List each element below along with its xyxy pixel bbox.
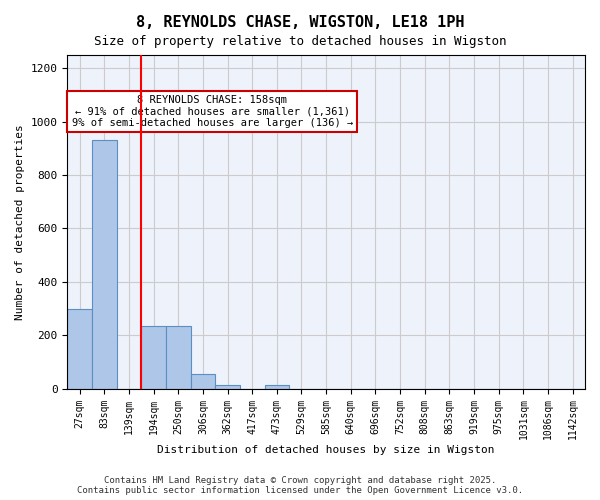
Bar	[166, 326, 191, 388]
Text: 8, REYNOLDS CHASE, WIGSTON, LE18 1PH: 8, REYNOLDS CHASE, WIGSTON, LE18 1PH	[136, 15, 464, 30]
Bar	[67, 308, 92, 388]
Y-axis label: Number of detached properties: Number of detached properties	[15, 124, 25, 320]
Bar	[215, 386, 240, 388]
X-axis label: Distribution of detached houses by size in Wigston: Distribution of detached houses by size …	[157, 445, 495, 455]
Bar	[191, 374, 215, 388]
Text: 8 REYNOLDS CHASE: 158sqm
← 91% of detached houses are smaller (1,361)
9% of semi: 8 REYNOLDS CHASE: 158sqm ← 91% of detach…	[71, 95, 353, 128]
Bar	[141, 326, 166, 388]
Bar	[265, 386, 289, 388]
Text: Size of property relative to detached houses in Wigston: Size of property relative to detached ho…	[94, 35, 506, 48]
Text: Contains HM Land Registry data © Crown copyright and database right 2025.
Contai: Contains HM Land Registry data © Crown c…	[77, 476, 523, 495]
Bar	[92, 140, 116, 388]
